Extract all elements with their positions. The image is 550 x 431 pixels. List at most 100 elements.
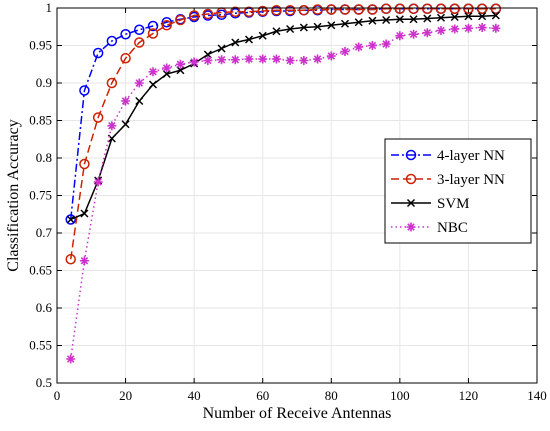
svm-marker xyxy=(313,22,322,31)
nbc-marker xyxy=(162,63,172,73)
3-layer-nn-marker xyxy=(326,4,337,15)
3-layer-nn-marker xyxy=(120,53,131,64)
legend-label: SVM xyxy=(437,196,470,212)
nbc-marker xyxy=(491,23,501,33)
3-layer-nn-marker xyxy=(175,14,186,26)
3-layer-nn-marker xyxy=(490,3,502,14)
3-layer-nn-marker xyxy=(106,77,118,89)
3-layer-nn-marker xyxy=(188,10,200,21)
nbc-marker xyxy=(406,222,416,232)
svm-marker xyxy=(299,23,308,32)
svm-marker xyxy=(162,69,171,79)
svm-marker xyxy=(354,18,363,27)
4-layer-nn-marker xyxy=(79,85,90,96)
3-layer-nn-marker xyxy=(79,158,90,170)
svm-marker xyxy=(491,11,500,20)
y-tick-label: 0.85 xyxy=(29,113,52,128)
3-layer-nn-marker xyxy=(92,112,104,123)
nbc-marker xyxy=(477,23,487,32)
series-line-3-layer-nn xyxy=(69,8,496,260)
nbc-marker xyxy=(79,256,89,266)
svm-marker xyxy=(368,16,377,25)
nbc-marker xyxy=(93,177,103,187)
3-layer-nn-marker xyxy=(230,6,241,17)
3-layer-nn-marker xyxy=(380,3,392,14)
svm-marker xyxy=(258,31,267,40)
svm-marker xyxy=(436,13,446,22)
nbc-marker xyxy=(422,28,432,38)
svm-marker xyxy=(478,12,487,21)
y-tick-label: 0.75 xyxy=(29,188,52,203)
3-layer-nn-marker xyxy=(312,4,323,15)
3-layer-nn-marker xyxy=(449,3,460,14)
y-tick-label: 0.65 xyxy=(29,263,52,278)
y-tick-label: 0.8 xyxy=(36,150,52,165)
y-tick-label: 0.5 xyxy=(36,375,52,390)
svm-marker xyxy=(80,209,89,218)
y-tick-label: 0.95 xyxy=(29,38,52,53)
nbc-marker xyxy=(230,55,240,65)
svm-marker xyxy=(409,15,418,24)
3-layer-nn-marker xyxy=(257,5,268,17)
svm-marker xyxy=(121,120,130,129)
3-layer-nn-marker xyxy=(463,3,474,14)
plot-frame xyxy=(56,7,538,384)
4-layer-nn-marker xyxy=(106,35,118,47)
y-tick-label: 1 xyxy=(46,0,53,15)
3-layer-nn-marker xyxy=(65,254,76,265)
x-tick-label: 100 xyxy=(390,388,410,403)
legend-entry-3-layer-nn: 3-layer NN xyxy=(391,172,505,188)
svm-marker xyxy=(203,50,212,59)
series-svm xyxy=(66,11,500,224)
svm-marker xyxy=(450,12,459,22)
nbc-marker xyxy=(121,96,131,106)
nbc-marker xyxy=(299,56,309,65)
nbc-marker xyxy=(313,54,323,64)
svm-marker xyxy=(395,15,404,24)
svm-marker xyxy=(272,27,281,36)
y-tick-labels: 0.5 0.55 0.6 0.65 0.7 0.75 0.8 0.85 0.9 0.95 1 xyxy=(29,0,52,390)
y-tick-label: 0.55 xyxy=(29,338,52,353)
3-layer-nn-marker xyxy=(243,6,255,17)
4-layer-nn-marker xyxy=(161,17,172,28)
legend-label: NBC xyxy=(437,220,468,236)
x-tick-label: 0 xyxy=(54,388,61,403)
svm-marker xyxy=(148,80,158,89)
3-layer-nn-marker xyxy=(394,3,406,14)
legend-entry-4-layer-nn: 4-layer NN xyxy=(391,148,505,164)
4-layer-nn-marker xyxy=(65,214,76,225)
svm-marker xyxy=(406,198,416,208)
legend-label: 3-layer NN xyxy=(437,172,505,188)
svm-marker xyxy=(66,215,75,224)
y-tick-label: 0.7 xyxy=(36,225,53,240)
legend-entry-nbc: NBC xyxy=(391,220,468,236)
nbc-marker xyxy=(463,23,473,33)
x-tick-labels: 0 20 40 60 80 100 120 140 xyxy=(54,388,547,403)
3-layer-nn-marker xyxy=(367,4,378,15)
series-3-layer-nn xyxy=(65,3,502,265)
x-tick-label: 140 xyxy=(527,388,547,403)
nbc-marker xyxy=(66,354,76,364)
3-layer-nn-marker xyxy=(271,5,282,16)
3-layer-nn-marker xyxy=(161,20,172,31)
svm-marker xyxy=(340,19,350,28)
3-layer-nn-marker xyxy=(422,3,433,14)
nbc-marker xyxy=(258,54,268,64)
nbc-marker xyxy=(244,54,254,64)
3-layer-nn-marker xyxy=(202,8,214,20)
x-tick-label: 20 xyxy=(119,388,132,403)
3-layer-nn-marker xyxy=(405,173,417,185)
3-layer-nn-marker xyxy=(339,4,351,15)
4-layer-nn-marker xyxy=(120,29,131,40)
3-layer-nn-marker xyxy=(147,28,159,39)
3-layer-nn-marker xyxy=(134,37,145,48)
x-tick-label: 60 xyxy=(256,388,269,403)
series-line-nbc xyxy=(69,26,496,360)
nbc-marker xyxy=(285,56,295,65)
x-axis-label: Number of Receive Antennas xyxy=(203,405,392,422)
legend-entry-svm: SVM xyxy=(391,196,470,212)
series-line-4-layer-nn xyxy=(69,8,496,220)
4-layer-nn-marker xyxy=(405,149,417,161)
nbc-marker xyxy=(271,54,281,64)
